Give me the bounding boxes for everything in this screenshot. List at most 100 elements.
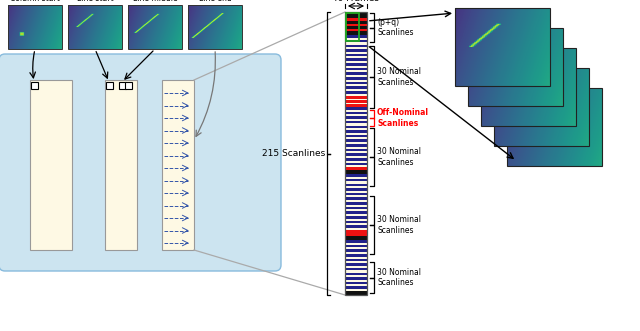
Bar — [345, 261, 367, 263]
Bar — [345, 177, 367, 179]
Bar — [345, 163, 367, 165]
Bar — [345, 96, 367, 99]
Bar — [345, 66, 367, 68]
Bar — [346, 13, 359, 41]
Bar — [345, 100, 367, 103]
Bar — [345, 94, 367, 96]
Text: 215 Scanlines: 215 Scanlines — [262, 149, 325, 158]
Bar — [345, 125, 367, 128]
Bar — [345, 243, 367, 245]
Bar — [345, 153, 367, 156]
Bar — [455, 8, 550, 86]
Bar — [345, 236, 367, 240]
Bar — [345, 156, 367, 158]
Bar — [345, 144, 367, 147]
Bar — [345, 21, 367, 24]
Bar — [345, 275, 367, 277]
Bar — [345, 107, 367, 110]
Bar — [345, 207, 367, 209]
Bar — [345, 291, 367, 295]
Bar — [345, 49, 367, 52]
Bar — [345, 147, 367, 149]
Bar — [345, 52, 367, 54]
Bar — [468, 28, 563, 106]
Bar — [345, 91, 367, 94]
Bar — [345, 198, 367, 200]
Bar — [345, 26, 367, 29]
Bar — [345, 139, 367, 142]
Bar — [345, 40, 367, 42]
Bar — [345, 188, 367, 191]
Bar — [345, 200, 367, 202]
Bar — [345, 161, 367, 163]
Text: 30 Nominal
Scanlines: 30 Nominal Scanlines — [377, 268, 421, 287]
Bar — [345, 63, 367, 66]
Bar — [345, 205, 367, 207]
Bar — [345, 75, 367, 77]
Bar — [345, 119, 367, 121]
Bar — [345, 59, 367, 61]
Bar — [345, 186, 367, 188]
Bar — [345, 68, 367, 70]
Text: Off-Nominal
Scanlines: Off-Nominal Scanlines — [377, 108, 429, 128]
Bar — [345, 230, 367, 233]
Bar — [345, 35, 367, 38]
Bar — [507, 88, 602, 166]
Bar — [345, 116, 367, 119]
Bar — [345, 228, 367, 230]
Bar — [345, 133, 367, 135]
Bar — [345, 167, 367, 170]
Bar — [68, 5, 122, 49]
Bar — [345, 123, 367, 125]
Bar — [345, 61, 367, 63]
Text: 30 Nominal
Scanlines: 30 Nominal Scanlines — [377, 215, 421, 235]
Bar — [30, 80, 72, 250]
Bar — [345, 103, 367, 104]
Text: 30 Nominal
Scanlines: 30 Nominal Scanlines — [377, 147, 421, 167]
Bar — [345, 130, 367, 133]
Bar — [494, 68, 589, 146]
Bar — [345, 47, 367, 49]
Bar — [345, 257, 367, 259]
Bar — [345, 280, 367, 282]
Bar — [345, 84, 367, 86]
Bar — [119, 82, 126, 89]
Bar — [345, 42, 367, 44]
Bar — [345, 38, 367, 40]
Bar — [345, 284, 367, 287]
Bar — [345, 184, 367, 186]
Bar — [8, 5, 62, 49]
Bar — [345, 216, 367, 219]
Bar — [345, 54, 367, 56]
Bar — [345, 245, 367, 247]
Bar — [345, 221, 367, 223]
Bar — [345, 193, 367, 195]
Bar — [345, 86, 367, 89]
Bar — [345, 202, 367, 205]
Bar — [345, 44, 367, 47]
Bar — [345, 181, 367, 184]
Bar — [345, 195, 367, 198]
Bar — [345, 263, 367, 266]
Text: 30 Nominal
Scanlines: 30 Nominal Scanlines — [377, 67, 421, 87]
Bar — [345, 31, 367, 35]
Bar — [345, 214, 367, 216]
Bar — [345, 272, 367, 275]
Bar — [345, 110, 367, 112]
Bar — [345, 72, 367, 75]
FancyBboxPatch shape — [0, 54, 281, 271]
Bar — [106, 82, 113, 89]
Bar — [345, 191, 367, 193]
Bar — [345, 287, 367, 289]
Bar — [345, 158, 367, 161]
Bar — [345, 179, 367, 181]
Bar — [345, 12, 367, 295]
Bar — [345, 12, 367, 16]
Bar — [345, 270, 367, 272]
Bar — [345, 266, 367, 268]
Bar — [345, 89, 367, 91]
Bar — [105, 80, 137, 250]
Bar — [345, 99, 367, 100]
Bar — [345, 209, 367, 212]
Bar — [345, 79, 367, 82]
